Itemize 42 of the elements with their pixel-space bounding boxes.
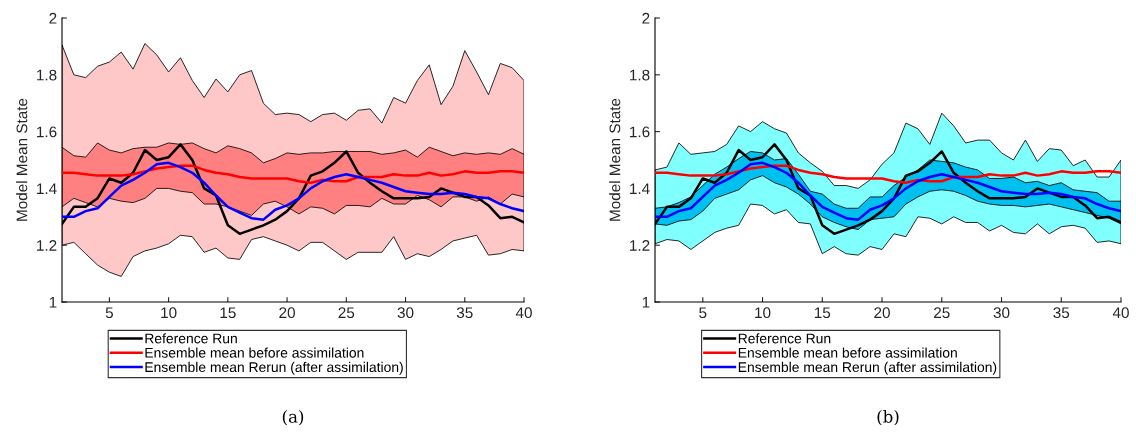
x-tick-label: 35: [456, 307, 473, 319]
legend-label: Ensemble mean before assimilation: [145, 347, 364, 358]
legend-label: Ensemble mean Rerun (after assimilation): [738, 361, 997, 375]
x-tick-label: 25: [934, 307, 950, 319]
y-tick-label: 1.8: [37, 69, 57, 81]
x-tick-label: 40: [515, 307, 532, 319]
y-tick-label: 1.6: [37, 126, 57, 138]
x-tick-label: 40: [1112, 307, 1129, 319]
line-series: [655, 161, 1121, 221]
line-series: [62, 164, 524, 184]
y-tick-label: 1.8: [630, 69, 650, 81]
x-tick-label: 5: [105, 307, 113, 319]
y-tick-label: 1.2: [37, 240, 57, 251]
x-tick-label: 10: [755, 307, 771, 319]
x-tick-label: 10: [161, 307, 177, 319]
y-tick-label: 1.6: [630, 126, 650, 138]
x-tick-label: 5: [699, 307, 707, 319]
y-tick-label: 1.4: [630, 183, 650, 194]
x-tick-label: 30: [993, 307, 1010, 319]
legend-label: Ensemble mean before assimilation: [738, 347, 957, 358]
x-tick-label: 30: [397, 307, 414, 319]
text: (b): [877, 409, 899, 426]
legend-label: Reference Run: [145, 333, 237, 344]
y-tick-label: 2: [642, 12, 650, 24]
x-tick-label: 20: [279, 307, 295, 319]
y-tick-label: 2: [49, 12, 57, 24]
x-tick-label: 15: [220, 307, 236, 319]
legend-label: Ensemble mean Rerun (after assimilation): [145, 361, 403, 375]
y-tick-label: 1: [642, 297, 650, 308]
y-axis-title: Model Mean State: [609, 98, 621, 221]
x-tick-label: 20: [874, 307, 890, 319]
y-tick-label: 1.2: [630, 240, 650, 251]
x-tick-label: 35: [1053, 307, 1070, 319]
y-axis-title: Model Mean State: [16, 98, 28, 221]
y-tick-label: 1: [49, 297, 57, 308]
line-series: [62, 161, 524, 221]
y-tick-label: 1.4: [37, 183, 57, 194]
x-tick-label: 25: [338, 307, 355, 319]
legend-label: Reference Run: [738, 333, 831, 344]
line-series: [655, 164, 1121, 184]
x-tick-label: 15: [814, 307, 831, 319]
text: (a): [282, 409, 304, 426]
